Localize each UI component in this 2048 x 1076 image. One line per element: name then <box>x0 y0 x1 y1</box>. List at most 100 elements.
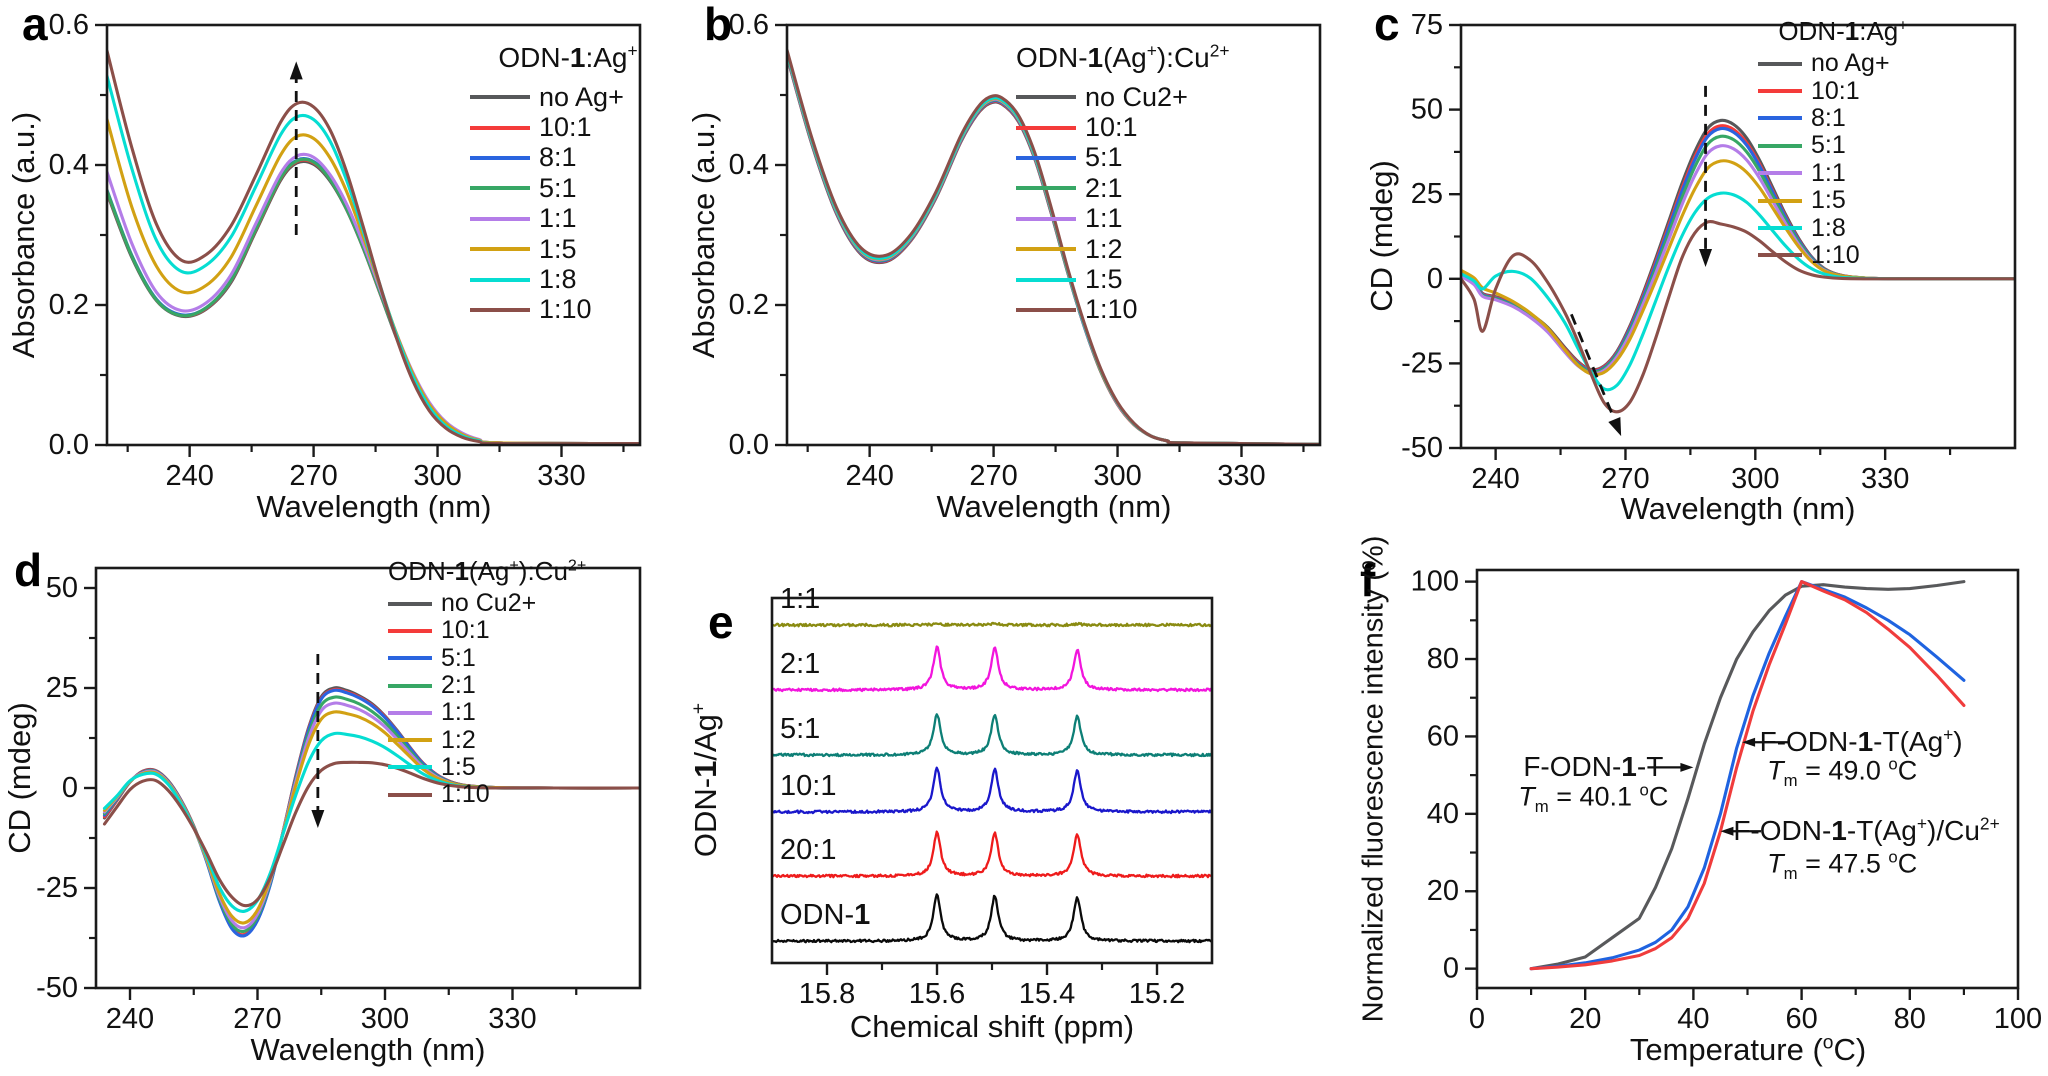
legend-line-swatch <box>1758 143 1802 148</box>
legend-line-swatch <box>388 683 432 688</box>
legend-entry-label: 1:5 <box>1085 264 1123 295</box>
panel-e: 15.8 15.6 15.4 15.2 e Chemical shift (ppm) … <box>680 538 1360 1076</box>
y-tick-label: 0 <box>62 772 78 804</box>
nmr-trace-2 <box>772 766 1212 815</box>
arrow-head <box>1720 826 1734 836</box>
legend-entry-label: 1:2 <box>1085 233 1123 264</box>
legend-line-swatch <box>1016 277 1076 282</box>
x-tick-label: 300 <box>1731 463 1779 495</box>
legend-entry-4: 1:1 <box>470 203 666 234</box>
legend-entry-1: 10:1 <box>470 112 666 142</box>
panel-f: 0 20 40 60 80 100 0 20 40 60 80 100 f Temperature (… <box>1357 535 2048 1076</box>
panel-f-ylabel: Normalized fluorescence intensity (%) <box>1357 535 1390 1023</box>
legend-title: ODN-1:Ag+ <box>498 40 638 73</box>
panel-a-xlabel: Wavelength (nm) <box>256 489 492 524</box>
y-tick-label: -25 <box>1401 347 1443 379</box>
x-tick-label: 300 <box>413 460 461 492</box>
legend-line-swatch <box>388 628 432 633</box>
legend-entry-6: 1:5 <box>1016 264 1212 294</box>
y-tick-label: 0.0 <box>49 429 89 461</box>
x-tick-label: 240 <box>845 460 893 492</box>
legend-entry-label: 1:5 <box>441 752 476 781</box>
nmr-trace-4 <box>772 645 1212 693</box>
legend-entry-2: 8:1 <box>470 142 666 173</box>
panel-b: 240 270 300 330 0.0 0.2 0.4 0.6 b Wavelength (n… <box>680 0 1360 538</box>
legend-entry-1: 10:1 <box>1016 112 1212 142</box>
nmr-trace-0 <box>772 893 1212 944</box>
panel-f-xlabel: Temperature (oC) <box>1629 1032 1867 1067</box>
series-1:1 <box>1461 144 2015 376</box>
legend-entry-label: 10:1 <box>1811 76 1860 105</box>
legend-entry-1: 10:1 <box>1758 76 1928 105</box>
legend-entry-2: 8:1 <box>1758 103 1928 132</box>
legend-line-swatch <box>388 738 432 743</box>
panel-c-plot: 240 270 300 330 -50 -25 0 25 50 75 <box>1401 9 2017 495</box>
trace-label-1: 20:1 <box>780 834 837 867</box>
trace-label-3: 5:1 <box>780 712 821 745</box>
legend-entry-7: 1:10 <box>470 294 666 325</box>
arrow-head <box>1608 417 1622 437</box>
x-tick-label: 330 <box>537 460 585 492</box>
legend-entry-label: 2:1 <box>1085 172 1123 203</box>
annotation-f-4: F-ODN-1-T(Ag+)/Cu2+ <box>1733 813 2000 847</box>
x-tick-label: 80 <box>1894 1003 1926 1035</box>
legend-entry-7: 1:10 <box>1016 294 1212 325</box>
y-tick-label: 0.2 <box>729 289 769 321</box>
legend-entry-label: 8:1 <box>1811 103 1846 132</box>
y-tick-label: 0 <box>1427 263 1443 295</box>
y-tick-label: 20 <box>1427 875 1459 907</box>
legend-entry-4: 1:1 <box>1758 159 1928 187</box>
arrow-head <box>289 61 303 80</box>
legend-line-swatch <box>1016 247 1076 252</box>
legend-entry-3: 2:1 <box>1016 173 1212 203</box>
panel-c-letter: c <box>1374 0 1400 50</box>
legend-entry-0: no Ag+ <box>470 82 666 112</box>
legend-entry-label: 1:10 <box>441 780 490 809</box>
legend-entry-label: 1:1 <box>1085 203 1123 234</box>
legend-line-swatch <box>1016 95 1076 100</box>
x-tick-label: 40 <box>1677 1003 1709 1035</box>
legend-line-swatch <box>388 710 432 715</box>
legend-entry-3: 5:1 <box>470 173 666 203</box>
panel-a-ylabel: Absorbance (a.u.) <box>6 111 41 359</box>
x-tick-label: 270 <box>289 460 337 492</box>
legend-entry-5: 1:2 <box>1016 234 1212 264</box>
x-tick-label: 330 <box>1861 463 1909 495</box>
series-1:10 <box>1461 219 2015 414</box>
legend-entry-4: 1:1 <box>1016 203 1212 234</box>
x-tick-label: 100 <box>1994 1003 2042 1035</box>
legend-entry-label: 5:1 <box>441 643 476 672</box>
legend-entry-5: 1:5 <box>1758 186 1928 214</box>
y-tick-label: -25 <box>36 872 78 904</box>
series-1:2 <box>102 710 640 925</box>
x-tick-label: 240 <box>165 460 213 492</box>
legend-line-swatch <box>470 216 530 221</box>
panel-c-legend: ODN-1:Ag+ no Ag+ 10:1 8:1 5:1 1:1 1:5 1:8 1:10 <box>1758 16 1928 269</box>
legend-line-swatch <box>1016 155 1076 160</box>
legend-entry-label: 10:1 <box>539 112 592 143</box>
legend-line-swatch <box>1758 61 1802 66</box>
annotation-f-5: Tm = 47.5 oC <box>1767 847 1918 884</box>
legend-entry-7: 1:10 <box>1758 241 1928 269</box>
legend-line-swatch <box>1758 89 1802 94</box>
panel-d-ylabel: CD (mdeg) <box>2 702 37 854</box>
series-F-ODN-1-T <box>1529 580 1966 971</box>
legend-entry-7: 1:10 <box>388 780 558 809</box>
legend-title: ODN-1:Ag+ <box>1778 16 1908 46</box>
legend-entry-6: 1:8 <box>470 264 666 294</box>
series-F-ODN-1-T(Ag+) <box>1529 580 1966 971</box>
legend-entry-3: 5:1 <box>1758 131 1928 159</box>
legend-line-swatch <box>470 307 530 312</box>
legend-entry-4: 1:1 <box>388 698 558 726</box>
legend-entry-6: 1:8 <box>1758 214 1928 242</box>
x-tick-label: 270 <box>969 460 1017 492</box>
legend-line-swatch <box>1016 216 1076 221</box>
series-1:10 <box>107 49 640 446</box>
panel-b-plot: 240 270 300 330 0.0 0.2 0.4 0.6 <box>729 9 1322 492</box>
legend-line-swatch <box>1016 125 1076 130</box>
y-tick-label: 0.6 <box>729 9 769 41</box>
legend-entry-3: 2:1 <box>388 671 558 699</box>
nmr-trace-3 <box>772 713 1212 758</box>
panel-d-legend: ODN-1(Ag+):Cu2+ no Cu2+ 10:1 5:1 2:1 1:1 1:2 1:… <box>388 556 586 809</box>
